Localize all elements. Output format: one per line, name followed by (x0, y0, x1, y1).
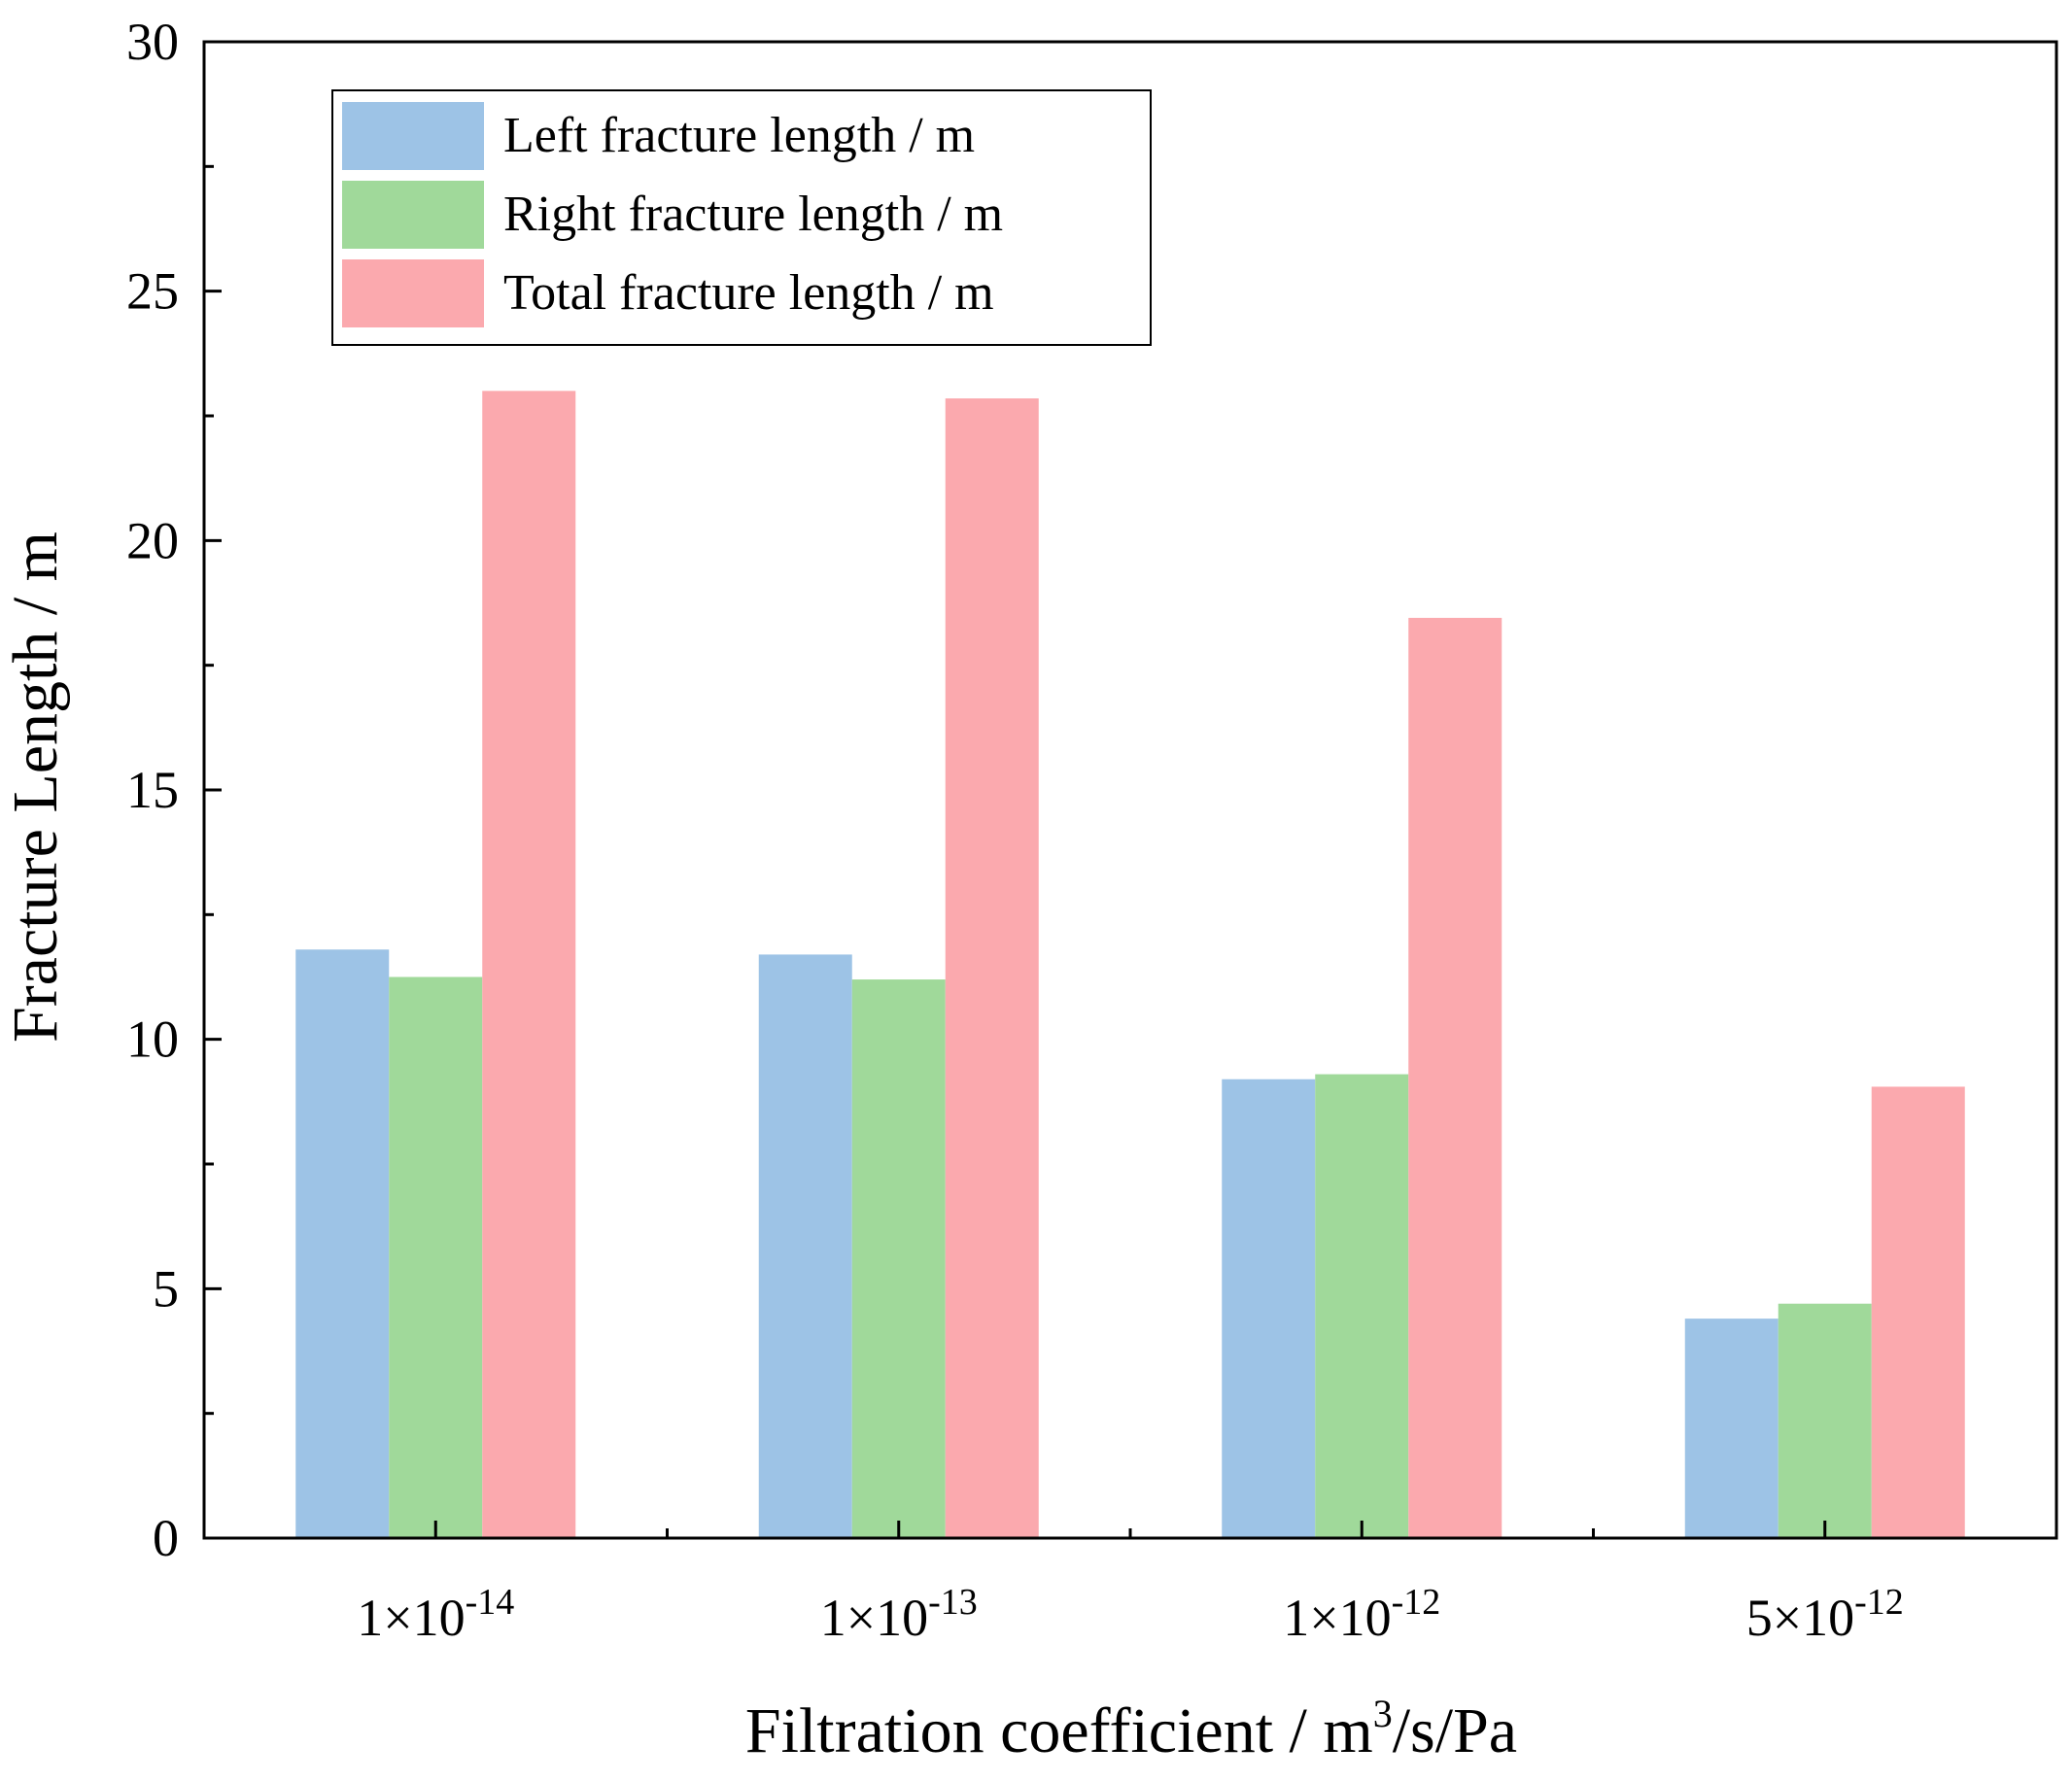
bar-left-2 (758, 954, 852, 1538)
legend-swatch (342, 181, 484, 249)
bar-right-3 (1315, 1074, 1409, 1538)
y-tick-label: 20 (126, 511, 179, 569)
bar-left-1 (295, 949, 390, 1538)
bar-right-4 (1778, 1303, 1872, 1538)
legend: Left fracture length / m Right fracture l… (331, 89, 1152, 346)
x-tick-label: 5×10-12 (1746, 1582, 1904, 1647)
x-tick-label: 1×10-14 (357, 1582, 514, 1647)
x-tick-label: 1×10-13 (820, 1582, 978, 1647)
bars-group (295, 391, 1965, 1538)
legend-label: Total fracture length / m (503, 265, 994, 321)
legend-swatch (342, 102, 484, 170)
bar-total-4 (1871, 1086, 1965, 1538)
x-axis-title: Filtration coefficient / m3/s/Pa (745, 1692, 1517, 1766)
legend-label: Right fracture length / m (503, 187, 1003, 242)
y-tick-label: 0 (153, 1509, 179, 1567)
y-tick-label: 30 (126, 13, 179, 71)
legend-swatch (342, 259, 484, 327)
bar-total-3 (1408, 617, 1502, 1538)
bar-left-4 (1684, 1319, 1778, 1538)
x-tick-label: 1×10-12 (1283, 1582, 1440, 1647)
y-axis-title: Fracture Length / m (0, 531, 71, 1043)
x-axis-title-rest: /s/Pa (1393, 1695, 1517, 1766)
x-axis-title-sup: 3 (1373, 1692, 1393, 1735)
y-tick-label: 5 (153, 1259, 179, 1318)
y-tick-label: 15 (126, 761, 179, 819)
x-axis-title-main: Filtration coefficient / m (745, 1695, 1373, 1766)
bar-total-2 (945, 398, 1039, 1538)
bar-total-1 (482, 391, 576, 1538)
y-tick-label: 25 (126, 262, 179, 321)
bar-left-3 (1222, 1079, 1316, 1538)
axes-group: 0 5 10 15 20 25 30 1×10-14 1×10-13 1×10-12 5×10-12 (126, 13, 2058, 1647)
y-tick-label: 10 (126, 1010, 179, 1069)
bar-right-1 (389, 976, 483, 1538)
bar-right-2 (851, 979, 946, 1538)
legend-label: Left fracture length / m (503, 108, 975, 163)
